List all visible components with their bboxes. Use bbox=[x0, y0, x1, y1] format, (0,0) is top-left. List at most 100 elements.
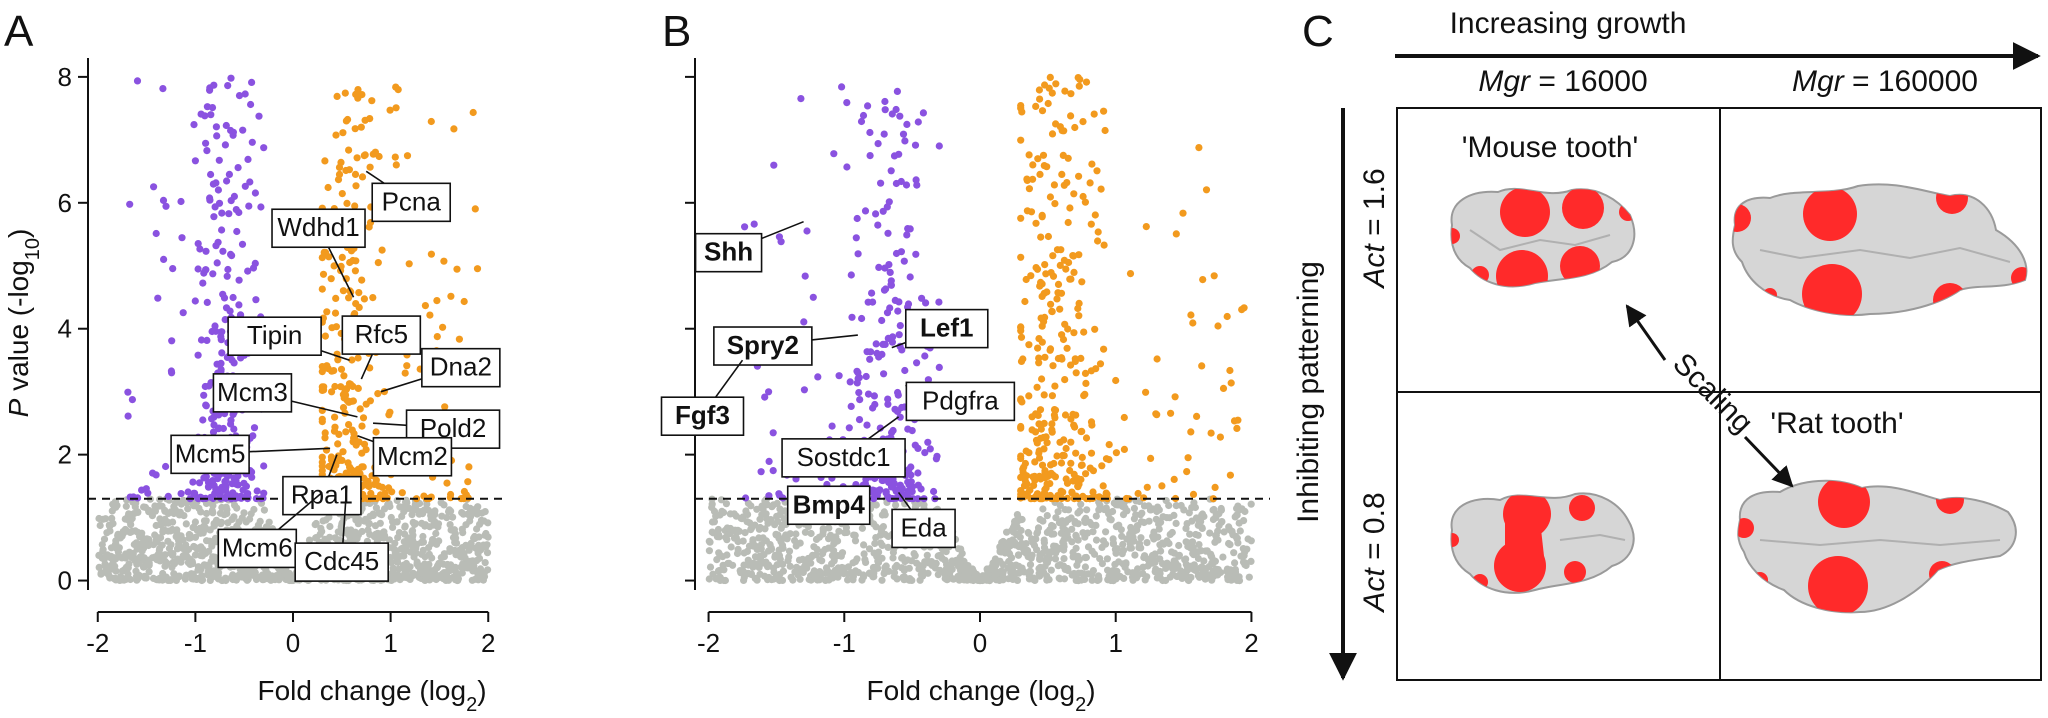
data-point bbox=[866, 128, 874, 137]
data-point bbox=[318, 462, 326, 470]
data-point bbox=[209, 428, 218, 436]
data-point bbox=[227, 250, 235, 258]
data-point bbox=[201, 382, 209, 391]
gene-label-rfc5: Rfc5 bbox=[341, 315, 422, 380]
data-point bbox=[1017, 214, 1025, 222]
data-point bbox=[421, 302, 429, 310]
data-point bbox=[406, 575, 414, 584]
data-point bbox=[181, 552, 189, 561]
data-point bbox=[203, 537, 211, 545]
data-point bbox=[1077, 500, 1085, 508]
data-point bbox=[1182, 571, 1190, 579]
data-point bbox=[890, 572, 898, 581]
data-point bbox=[124, 412, 132, 420]
data-point bbox=[191, 157, 199, 165]
data-point bbox=[241, 90, 249, 98]
data-point bbox=[894, 307, 902, 315]
data-point bbox=[934, 571, 942, 579]
data-point bbox=[372, 428, 380, 436]
data-point bbox=[878, 511, 887, 519]
data-point bbox=[317, 524, 325, 532]
data-point bbox=[204, 483, 213, 491]
data-point bbox=[816, 556, 824, 564]
data-point bbox=[319, 270, 328, 278]
data-point bbox=[235, 276, 243, 284]
data-point bbox=[1102, 528, 1110, 536]
data-point bbox=[830, 150, 838, 158]
data-point bbox=[1039, 505, 1047, 513]
data-point bbox=[1166, 573, 1174, 581]
data-point bbox=[1047, 566, 1055, 574]
data-point bbox=[1053, 494, 1061, 502]
data-point bbox=[1130, 537, 1138, 545]
data-point bbox=[954, 545, 963, 553]
data-point bbox=[193, 575, 201, 584]
data-point bbox=[389, 564, 397, 572]
data-point bbox=[1177, 501, 1185, 510]
data-point bbox=[1087, 449, 1096, 457]
data-point bbox=[430, 574, 438, 583]
data-point bbox=[97, 570, 105, 578]
data-point bbox=[1241, 507, 1249, 516]
data-point bbox=[1046, 491, 1054, 500]
data-point bbox=[759, 534, 767, 542]
data-point bbox=[217, 328, 225, 336]
data-point bbox=[428, 514, 436, 522]
data-point bbox=[320, 386, 328, 394]
data-point bbox=[209, 553, 217, 561]
data-point bbox=[777, 524, 785, 532]
data-point bbox=[1020, 548, 1028, 556]
data-point bbox=[1068, 538, 1076, 546]
data-point bbox=[1165, 501, 1173, 510]
data-point bbox=[914, 495, 922, 503]
data-point bbox=[1046, 193, 1054, 201]
gene-label-mcm6: Mcm6 bbox=[217, 491, 323, 569]
x-tick-label: 1 bbox=[383, 628, 397, 658]
data-point bbox=[924, 376, 933, 384]
data-point bbox=[1056, 501, 1064, 510]
data-point bbox=[1074, 509, 1082, 517]
data-point bbox=[433, 540, 441, 548]
data-point bbox=[1003, 528, 1011, 536]
data-point bbox=[1082, 379, 1090, 387]
data-point bbox=[1224, 568, 1233, 576]
data-point bbox=[1214, 322, 1222, 330]
data-point bbox=[422, 573, 430, 581]
data-point bbox=[1059, 524, 1067, 532]
gene-label-lef1: Lef1 bbox=[891, 308, 989, 349]
data-point bbox=[1018, 515, 1026, 524]
data-point bbox=[912, 176, 920, 184]
data-point bbox=[1030, 541, 1039, 550]
data-point bbox=[1233, 424, 1241, 432]
data-point bbox=[209, 477, 217, 485]
data-point bbox=[208, 327, 216, 336]
data-point bbox=[739, 567, 747, 575]
data-point bbox=[1247, 500, 1255, 508]
data-point bbox=[471, 205, 479, 213]
data-point bbox=[879, 207, 887, 215]
data-point bbox=[895, 298, 903, 306]
data-point bbox=[1053, 452, 1061, 460]
data-point bbox=[203, 298, 211, 306]
data-point bbox=[1037, 233, 1045, 241]
data-point bbox=[369, 294, 377, 302]
data-point bbox=[897, 248, 906, 256]
data-point bbox=[392, 83, 400, 91]
data-point bbox=[715, 549, 723, 557]
data-point bbox=[1130, 504, 1138, 512]
data-point bbox=[401, 523, 409, 531]
data-point bbox=[335, 457, 343, 465]
data-point bbox=[1185, 509, 1193, 517]
data-point bbox=[354, 520, 362, 528]
data-point bbox=[365, 482, 373, 491]
data-point bbox=[907, 471, 915, 479]
data-point bbox=[220, 294, 229, 302]
gene-label-text: Eda bbox=[900, 512, 947, 542]
data-point bbox=[386, 106, 394, 114]
data-point bbox=[1071, 518, 1079, 526]
data-point bbox=[409, 518, 417, 527]
data-point bbox=[1042, 484, 1050, 492]
data-point bbox=[1059, 151, 1067, 159]
data-point bbox=[110, 575, 118, 583]
data-point bbox=[1081, 390, 1089, 398]
